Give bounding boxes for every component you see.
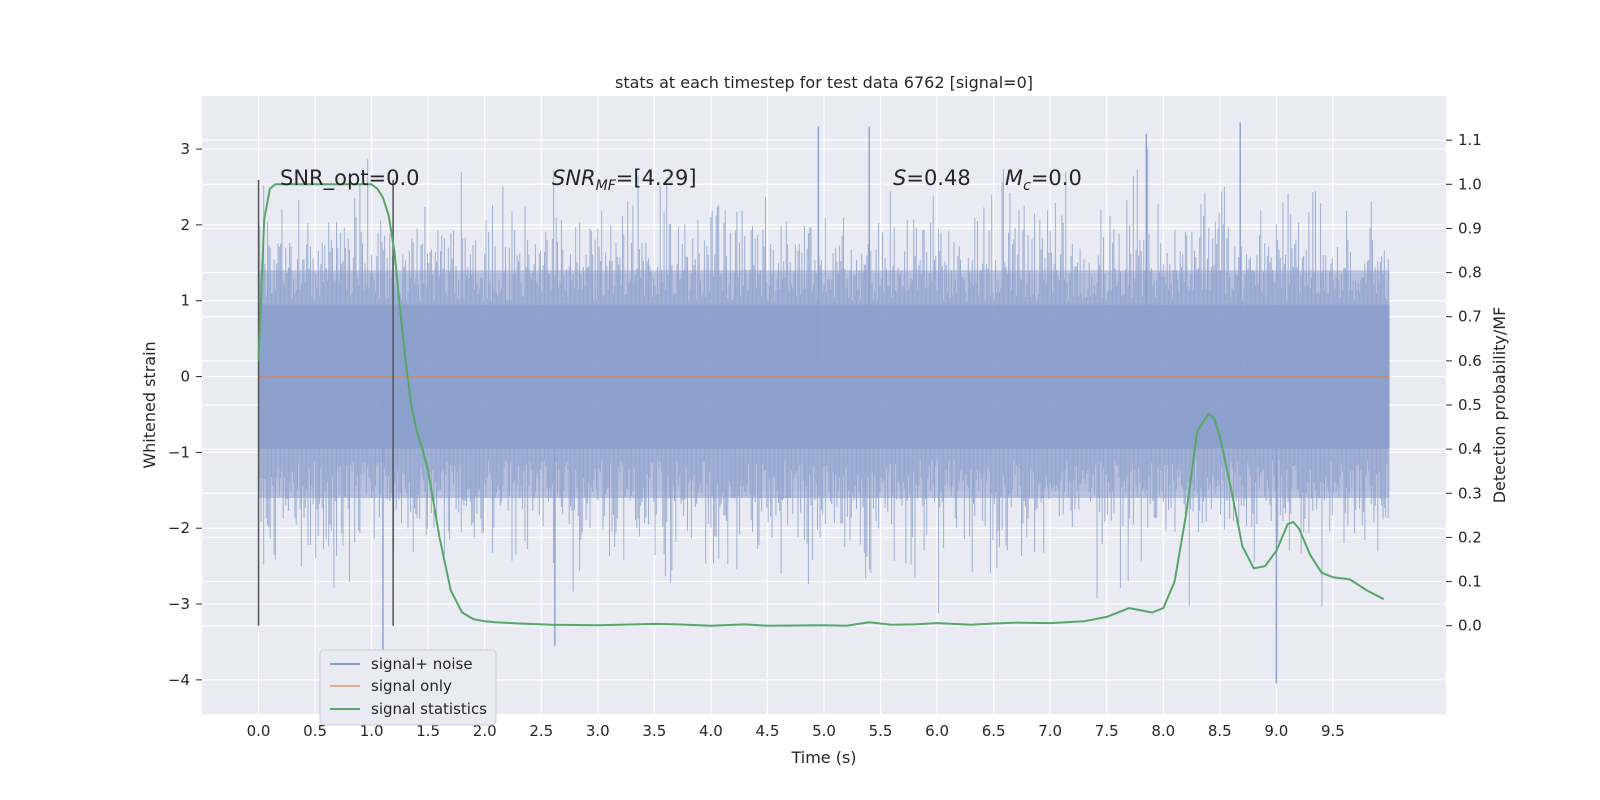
annotation-snr-mf: SNRMF=[4.29] [552, 166, 697, 194]
y2-axis-ticks: 0.0 0.1 0.2 0.3 0.4 0.5 0.6 0.7 0.8 0.9 1.0 1.1 [1446, 131, 1482, 635]
x-tick-label: 8.5 [1208, 722, 1232, 740]
x-tick-label: 3.0 [586, 722, 610, 740]
legend-label-signal-statistics: signal statistics [371, 700, 487, 718]
legend-label-signal-noise: signal+ noise [371, 655, 473, 673]
y-axis-label: Whitened strain [140, 341, 159, 468]
y-tick-label: −3 [168, 595, 190, 613]
x-tick-label: 1.0 [360, 722, 384, 740]
signal-statistics-line [257, 183, 1385, 627]
x-tick-label: 4.5 [756, 722, 780, 740]
y2-tick-label: 1.0 [1458, 175, 1482, 193]
y-tick-label: 3 [180, 140, 190, 158]
legend-label-signal-only: signal only [371, 677, 452, 695]
y2-tick-label: 0.0 [1458, 617, 1482, 635]
x-tick-label: 9.5 [1321, 722, 1345, 740]
x-tick-label: 7.5 [1095, 722, 1119, 740]
y2-tick-label: 0.8 [1458, 264, 1482, 282]
y2-tick-label: 0.9 [1458, 219, 1482, 237]
x-tick-label: 3.5 [642, 722, 666, 740]
chart-title: stats at each timestep for test data 676… [615, 73, 1033, 92]
y-tick-label: 2 [180, 216, 190, 234]
x-tick-label: 0.0 [247, 722, 271, 740]
y-tick-label: −4 [168, 671, 190, 689]
legend: signal+ noise signal only signal statist… [319, 649, 497, 726]
y2-tick-label: 1.1 [1458, 131, 1482, 149]
x-axis-label: Time (s) [790, 748, 856, 767]
y2-tick-label: 0.5 [1458, 396, 1482, 414]
x-tick-label: 5.5 [869, 722, 893, 740]
annotation-mc: Mc=0.0 [1005, 166, 1082, 194]
x-tick-label: 6.0 [925, 722, 949, 740]
y-tick-label: −2 [168, 519, 190, 537]
x-tick-label: 2.5 [529, 722, 553, 740]
y-tick-label: 1 [180, 292, 190, 310]
y2-axis-label: Detection probability/MF [1490, 307, 1509, 504]
x-tick-label: 4.0 [699, 722, 723, 740]
x-tick-label: 8.0 [1151, 722, 1175, 740]
y-tick-label: 0 [180, 368, 190, 386]
x-axis-ticks: 0.0 0.5 1.0 1.5 2.0 2.5 3.0 3.5 4.0 4.5 5.0 5.5 6.0 6… [247, 722, 1345, 740]
y-tick-label: −1 [168, 443, 190, 461]
x-tick-label: 9.0 [1264, 722, 1288, 740]
x-tick-label: 1.5 [416, 722, 440, 740]
y2-tick-label: 0.2 [1458, 528, 1482, 546]
legend-box [319, 649, 497, 726]
y2-tick-label: 0.3 [1458, 484, 1482, 502]
y2-tick-label: 0.6 [1458, 352, 1482, 370]
x-tick-label: 6.5 [982, 722, 1006, 740]
x-tick-label: 7.0 [1038, 722, 1062, 740]
segment-markers [257, 179, 394, 626]
x-tick-label: 2.0 [473, 722, 497, 740]
y-axis-ticks: −4 −3 −2 −1 0 1 2 3 [168, 140, 202, 689]
y2-tick-label: 0.1 [1458, 573, 1482, 591]
x-tick-label: 0.5 [303, 722, 327, 740]
y2-tick-label: 0.4 [1458, 440, 1482, 458]
x-tick-label: 5.0 [812, 722, 836, 740]
annotation-snr-opt: SNR_opt=0.0 [280, 166, 420, 191]
y2-tick-label: 0.7 [1458, 308, 1482, 326]
signal-statistics-series [257, 183, 1385, 627]
annotation-s: S=0.48 [893, 166, 971, 190]
